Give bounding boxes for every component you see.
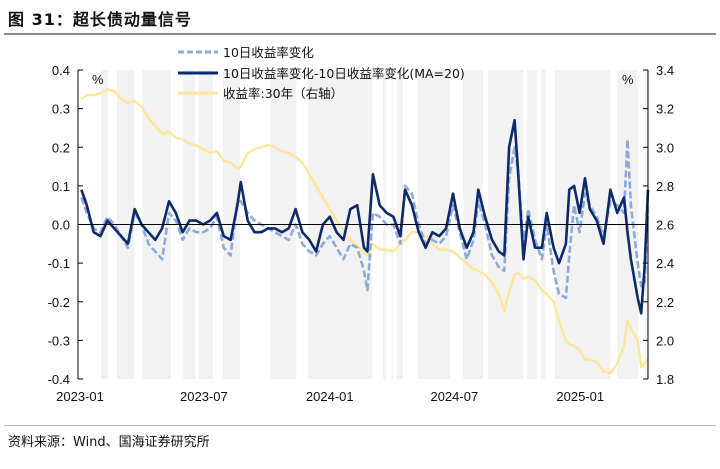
- right-unit-label: %: [622, 72, 634, 87]
- axes: 0.4 0.3 0.2 0.1 0.0 -0.1 -0.2 -0.3 -0.4 3.4 3.2 3.0…: [48, 63, 674, 404]
- left-tick-label: 0.1: [52, 179, 70, 194]
- right-tick-label: 2.4: [656, 256, 674, 271]
- x-tick-label: 2023-01: [56, 389, 104, 404]
- right-tick-label: 3.2: [656, 102, 674, 117]
- right-tick-label: 1.8: [656, 372, 674, 387]
- left-tick-label: -0.1: [48, 256, 70, 271]
- series-line-30y-yield: [80, 88, 650, 375]
- figure-title: 图 31：超长债动量信号: [8, 10, 192, 29]
- left-tick-label: 0.2: [52, 140, 70, 155]
- right-tick-label: 2.0: [656, 333, 674, 348]
- left-tick-label: -0.3: [48, 333, 70, 348]
- left-tick-label: 0.0: [52, 218, 70, 233]
- left-tick-label: 0.4: [52, 63, 70, 78]
- right-tick-label: 2.6: [656, 218, 674, 233]
- source-note: 资料来源：Wind、国海证券研究所: [8, 435, 210, 450]
- right-tick-label: 2.8: [656, 179, 674, 194]
- left-tick-label: 0.3: [52, 102, 70, 117]
- legend-label: 收益率:30年（右轴）: [223, 86, 343, 101]
- source-divider: [4, 425, 716, 426]
- series-line-10d-change: [80, 138, 650, 300]
- series-line-10d-change-minus-ma20: [80, 118, 650, 315]
- x-tick-label: 2024-07: [430, 389, 478, 404]
- x-tick-label: 2025-01: [556, 389, 604, 404]
- right-tick-label: 3.0: [656, 140, 674, 155]
- legend-label: 10日收益率变化: [223, 45, 314, 60]
- left-unit-label: %: [92, 72, 104, 87]
- left-tick-label: -0.2: [48, 295, 70, 310]
- x-tick-label: 2024-01: [306, 389, 354, 404]
- series-lines: [80, 88, 650, 375]
- legend-label: 10日收益率变化-10日收益率变化(MA=20): [223, 66, 465, 81]
- legend: 10日收益率变化 10日收益率变化-10日收益率变化(MA=20) 收益率:30年（…: [178, 45, 465, 101]
- title-divider: [4, 33, 716, 35]
- right-tick-label: 2.2: [656, 295, 674, 310]
- x-tick-label: 2023-07: [180, 389, 228, 404]
- right-tick-label: 3.4: [656, 63, 674, 78]
- left-tick-label: -0.4: [48, 372, 70, 387]
